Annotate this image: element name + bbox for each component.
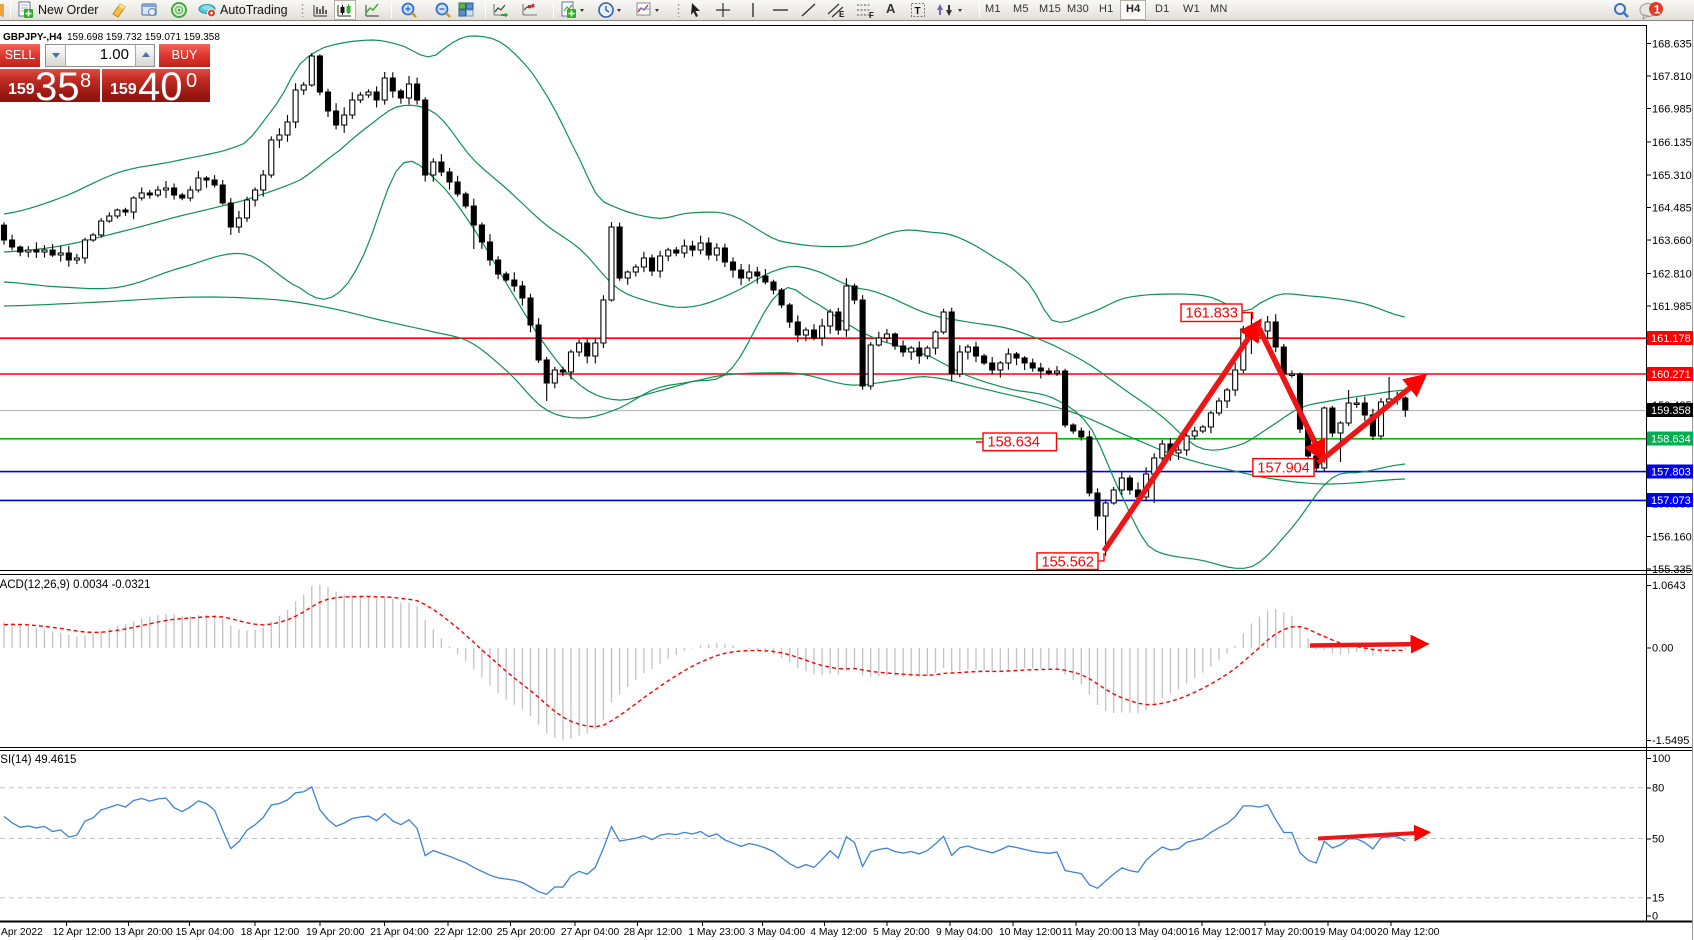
svg-text:4 May 12:00: 4 May 12:00	[810, 927, 867, 938]
svg-text:Apr 2022: Apr 2022	[1, 927, 43, 938]
svg-text:18 Apr 12:00: 18 Apr 12:00	[241, 927, 300, 938]
svg-text:17 May 20:00: 17 May 20:00	[1251, 927, 1314, 938]
svg-text:157.073: 157.073	[1651, 495, 1691, 507]
svg-text:19 Apr 20:00: 19 Apr 20:00	[306, 927, 365, 938]
svg-text:E: E	[839, 10, 845, 19]
svg-text:0.00: 0.00	[1652, 643, 1673, 655]
svg-text:9 May 04:00: 9 May 04:00	[936, 927, 993, 938]
svg-text:11 May 20:00: 11 May 20:00	[1062, 927, 1124, 938]
svg-text:RSI(14) 49.4615: RSI(14) 49.4615	[0, 754, 76, 766]
svg-text:164.485: 164.485	[1652, 202, 1692, 214]
svg-text:161.833: 161.833	[1186, 306, 1238, 322]
svg-text:163.660: 163.660	[1652, 235, 1692, 247]
svg-text:21 Apr 04:00: 21 Apr 04:00	[370, 927, 429, 938]
svg-text:25 Apr 20:00: 25 Apr 20:00	[497, 927, 556, 938]
svg-text:22 Apr 12:00: 22 Apr 12:00	[434, 927, 493, 938]
svg-text:19 May 04:00: 19 May 04:00	[1314, 927, 1377, 938]
svg-text:157.904: 157.904	[1257, 460, 1309, 476]
svg-text:157.803: 157.803	[1651, 466, 1691, 478]
svg-text:15 Apr 04:00: 15 Apr 04:00	[176, 927, 235, 938]
svg-text:50: 50	[1652, 833, 1664, 845]
svg-text:28 Apr 12:00: 28 Apr 12:00	[624, 927, 683, 938]
svg-text:10 May 12:00: 10 May 12:00	[999, 927, 1062, 938]
svg-text:100: 100	[1652, 753, 1670, 765]
svg-text:16 May 12:00: 16 May 12:00	[1188, 927, 1251, 938]
svg-text:MACD(12,26,9) 0.0034 -0.0321: MACD(12,26,9) 0.0034 -0.0321	[0, 579, 150, 591]
svg-text:27 Apr 04:00: 27 Apr 04:00	[561, 927, 620, 938]
svg-text:159.358: 159.358	[1651, 405, 1691, 417]
svg-text:1: 1	[1654, 3, 1661, 17]
svg-text:166.985: 166.985	[1652, 104, 1692, 116]
svg-text:159.698 159.732 159.071 159.35: 159.698 159.732 159.071 159.358	[67, 32, 220, 43]
svg-text:GBPJPY-,H4: GBPJPY-,H4	[3, 32, 62, 43]
svg-text:158.634: 158.634	[988, 435, 1040, 451]
svg-text:1 May 23:00: 1 May 23:00	[688, 927, 745, 938]
svg-text:155.335: 155.335	[1652, 564, 1692, 576]
svg-text:161.985: 161.985	[1652, 301, 1692, 313]
svg-text:156.160: 156.160	[1652, 531, 1692, 543]
svg-text:166.135: 166.135	[1652, 137, 1692, 149]
svg-text:1.0643: 1.0643	[1652, 580, 1686, 592]
svg-text:168.635: 168.635	[1652, 39, 1692, 51]
svg-text:12 Apr 12:00: 12 Apr 12:00	[53, 927, 112, 938]
svg-text:3 May 04:00: 3 May 04:00	[749, 927, 806, 938]
svg-text:80: 80	[1652, 783, 1664, 795]
svg-text:-1.5495: -1.5495	[1652, 735, 1689, 747]
svg-text:162.810: 162.810	[1652, 269, 1692, 281]
svg-text:158.634: 158.634	[1651, 434, 1691, 446]
svg-text:0: 0	[1652, 911, 1658, 923]
svg-text:T: T	[915, 6, 921, 17]
svg-text:20 May 12:00: 20 May 12:00	[1377, 927, 1440, 938]
svg-text:165.310: 165.310	[1652, 170, 1692, 182]
svg-text:167.810: 167.810	[1652, 71, 1692, 83]
svg-text:15: 15	[1652, 893, 1664, 905]
svg-text:160.271: 160.271	[1651, 369, 1691, 381]
svg-text:F: F	[869, 11, 874, 20]
svg-text:161.178: 161.178	[1651, 333, 1691, 345]
svg-text:5 May 20:00: 5 May 20:00	[873, 927, 930, 938]
svg-text:13 May 04:00: 13 May 04:00	[1125, 927, 1188, 938]
svg-text:155.562: 155.562	[1042, 554, 1094, 570]
svg-text:13 Apr 20:00: 13 Apr 20:00	[114, 927, 173, 938]
